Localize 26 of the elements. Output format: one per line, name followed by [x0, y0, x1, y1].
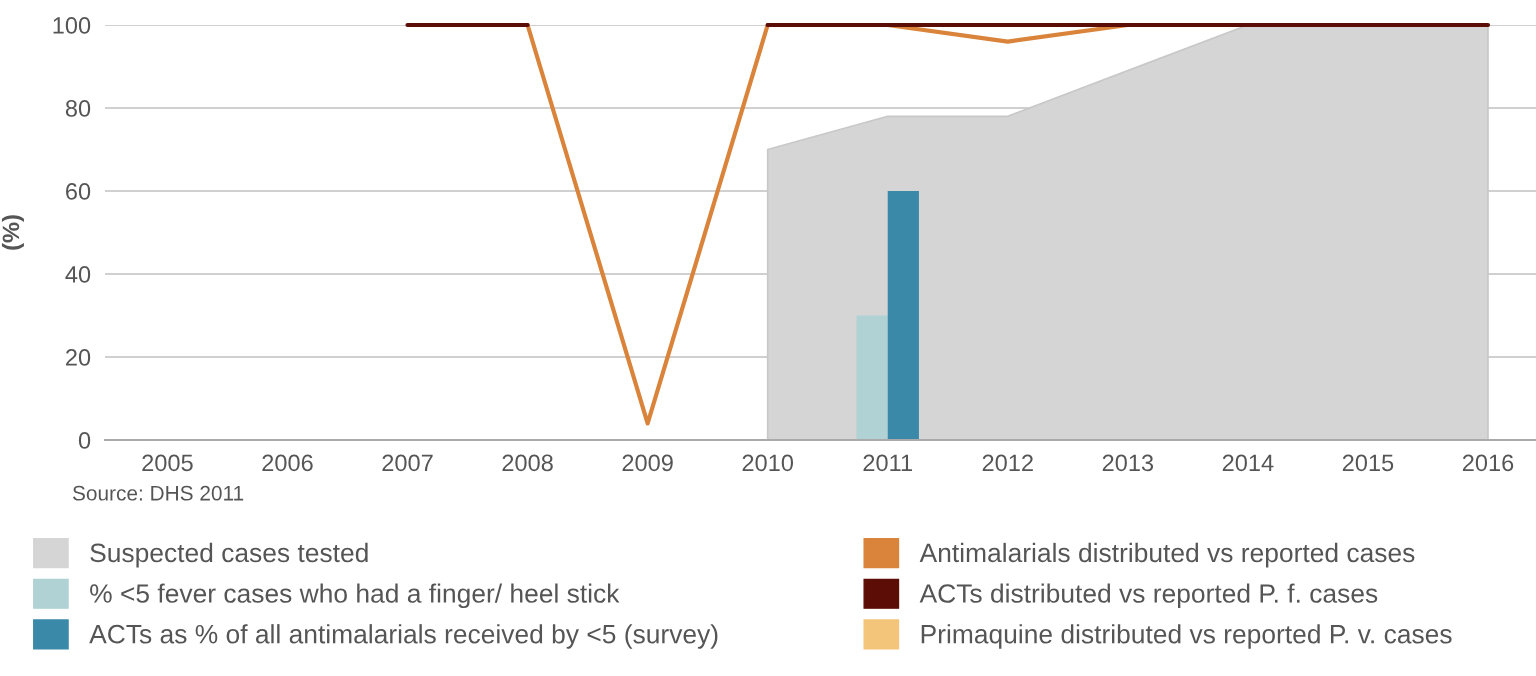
- legend-label: ACTs distributed vs reported P. f. cases: [919, 583, 1378, 609]
- legend-label: Antimalarials distributed vs reported cases: [919, 542, 1415, 568]
- y-tick-label: 40: [65, 266, 91, 283]
- y-tick-label: 60: [66, 183, 91, 200]
- x-tick-label: 2015: [1342, 454, 1394, 472]
- y-tick-label: 100: [53, 17, 91, 34]
- source-note: Source: DHS 2011: [72, 485, 244, 501]
- y-axis-title: (%): [1, 215, 24, 250]
- x-tick-label: 2006: [262, 454, 313, 472]
- legend-label: ACTs as % of all antimalarials received by <5 (survey): [89, 624, 718, 649]
- x-tick-label: 2012: [982, 454, 1033, 472]
- x-tick-label: 2010: [742, 454, 794, 472]
- x-tick-label: 2013: [1102, 454, 1154, 472]
- x-tick-label: 2008: [502, 454, 553, 472]
- x-tick-label: 2011: [863, 454, 912, 472]
- x-tick-label: 2007: [382, 454, 433, 472]
- x-tick-label: 2005: [142, 454, 193, 472]
- x-tick-label: 2014: [1222, 454, 1274, 472]
- legend-label: Suspected cases tested: [90, 542, 368, 568]
- legend-label: % <5 fever cases who had a finger/ heel stick: [90, 583, 620, 609]
- legend-label: Primaquine distributed vs reported P. v. cases: [921, 624, 1452, 649]
- y-tick-label: 20: [66, 349, 91, 366]
- x-tick-label: 2016: [1462, 454, 1514, 472]
- x-tick-label: 2009: [622, 454, 673, 472]
- y-tick-label: 80: [65, 100, 91, 117]
- y-tick-label: 0: [78, 432, 91, 449]
